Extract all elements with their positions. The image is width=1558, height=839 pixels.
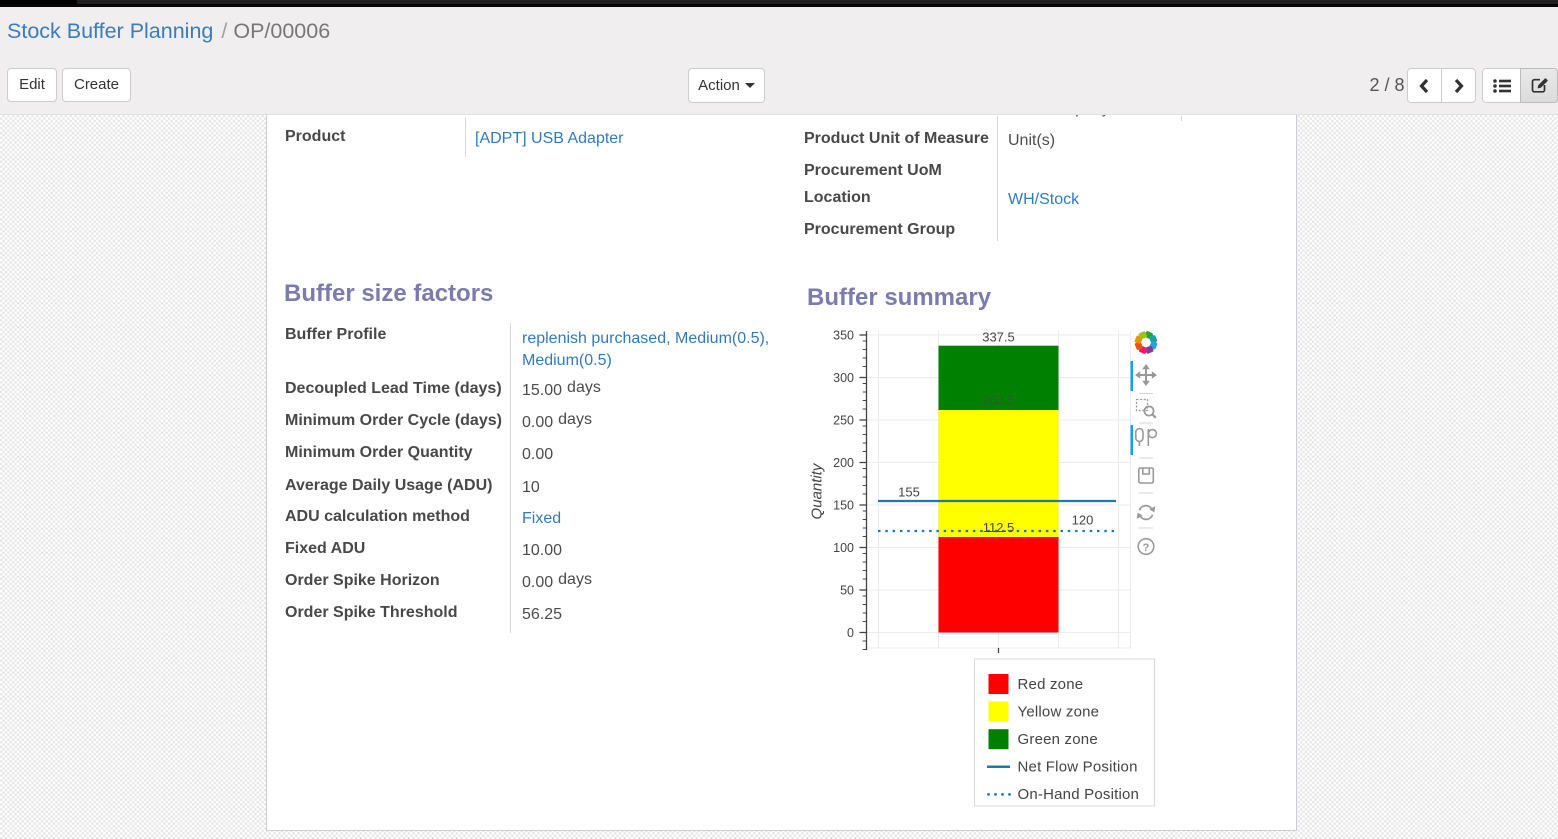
svg-text:337.5: 337.5 <box>982 330 1015 345</box>
svg-text:Red zone: Red zone <box>1018 676 1084 693</box>
svg-text:0: 0 <box>847 626 854 640</box>
svg-text:112.5: 112.5 <box>983 520 1015 535</box>
svg-text:350: 350 <box>833 329 854 343</box>
svg-text:Net Flow Position: Net Flow Position <box>1018 759 1138 776</box>
svg-text:120: 120 <box>1072 513 1094 528</box>
svg-text:Quantity: Quantity <box>809 462 826 519</box>
svg-text:300: 300 <box>833 371 854 385</box>
svg-text:On-Hand Position: On-Hand Position <box>1018 786 1140 803</box>
svg-text:150: 150 <box>833 499 854 513</box>
svg-text:Yellow zone: Yellow zone <box>1018 703 1100 720</box>
svg-text:Green zone: Green zone <box>1018 731 1098 748</box>
svg-text:200: 200 <box>833 456 854 470</box>
svg-text:?: ? <box>1143 542 1150 554</box>
svg-text:50: 50 <box>840 584 854 598</box>
svg-text:250: 250 <box>833 414 854 428</box>
svg-text:155: 155 <box>898 485 920 500</box>
svg-text:262.5: 262.5 <box>982 393 1015 408</box>
svg-text:100: 100 <box>833 541 854 555</box>
